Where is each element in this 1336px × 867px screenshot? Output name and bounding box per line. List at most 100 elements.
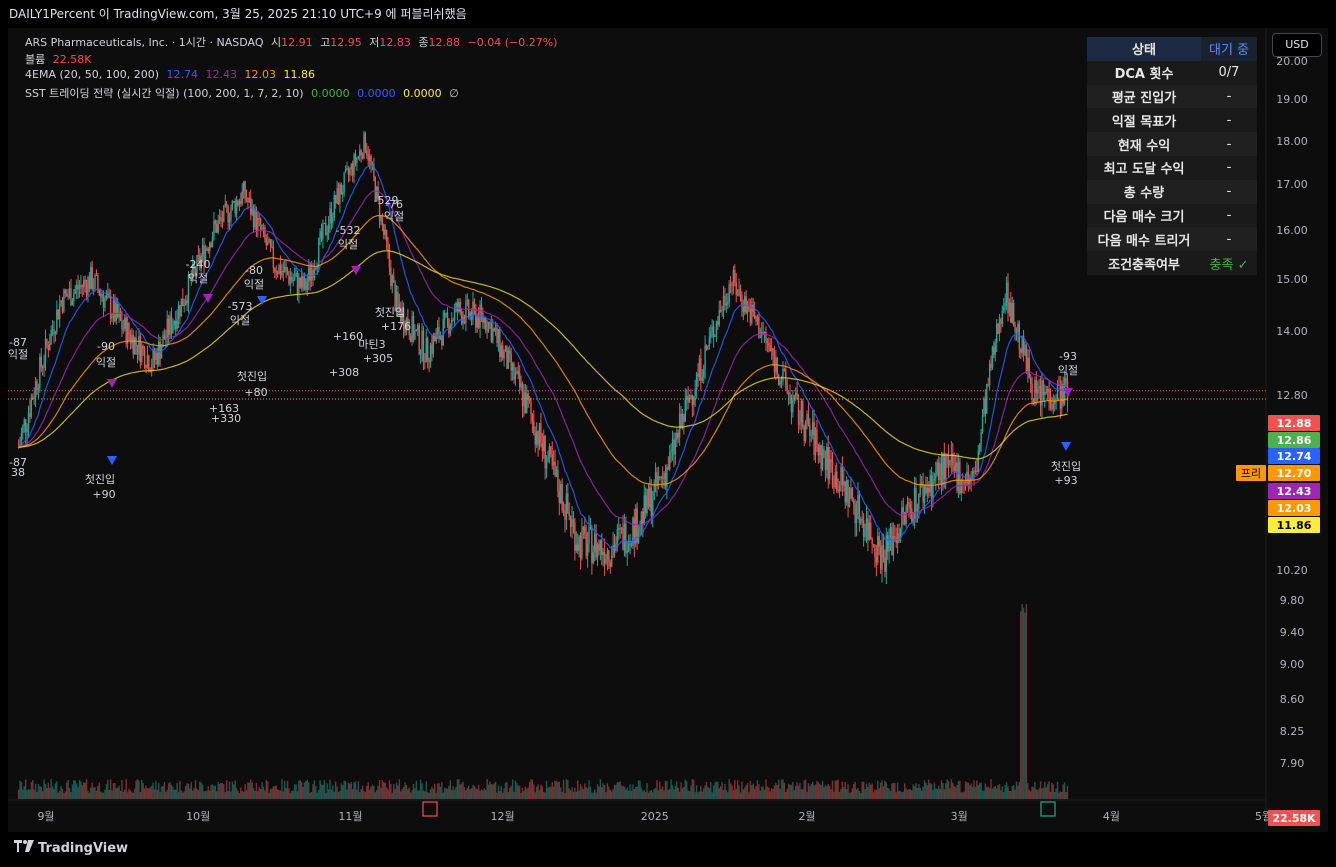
candle-body <box>513 363 515 380</box>
candle-body <box>666 466 668 487</box>
chart-area[interactable]: 20.00 19.00 18.00 17.00 16.00 15.00 14.00 12.80… <box>8 28 1328 832</box>
volume-bar <box>395 782 398 799</box>
volume-bar <box>424 791 426 799</box>
volume-bar <box>681 788 684 799</box>
candle-body <box>527 393 529 400</box>
candle-body <box>605 558 607 564</box>
candle-body <box>404 329 406 333</box>
candle-body <box>1041 380 1043 406</box>
candle-body <box>370 156 372 165</box>
volume-bar <box>780 779 783 799</box>
candle-body <box>874 545 876 557</box>
volume-bar <box>796 782 798 799</box>
volume-bar <box>790 784 793 799</box>
candle-body <box>1042 380 1045 395</box>
candle-body <box>182 298 184 307</box>
candle-body <box>540 423 542 443</box>
candle-body <box>967 471 970 486</box>
candle-body <box>276 272 279 275</box>
candle-body <box>279 264 282 276</box>
candle-body <box>22 425 24 434</box>
volume-bar <box>561 792 563 799</box>
candle-body <box>402 308 405 330</box>
legend-sst-value-2: 0.0000 <box>357 87 396 100</box>
candle-body <box>439 335 442 339</box>
volume-bar <box>901 792 903 799</box>
volume-bar <box>366 785 368 799</box>
candle-body <box>121 320 123 330</box>
y-tick-label: 8.60 <box>1280 693 1305 706</box>
volume-bar <box>476 789 478 799</box>
candle-body <box>639 525 641 535</box>
volume-bar <box>928 779 930 799</box>
candle-body <box>298 277 300 294</box>
volume-bar <box>483 788 485 799</box>
legend-change: −0.04 (−0.27%) <box>467 36 558 49</box>
candle-body <box>36 381 38 391</box>
candle-body <box>492 328 494 342</box>
candle-body <box>108 292 110 298</box>
candle-body <box>884 557 886 572</box>
volume-bar <box>1055 788 1057 799</box>
volume-bar <box>657 790 660 799</box>
tradingview-logo[interactable]: TradingView <box>14 840 128 856</box>
volume-bar <box>954 787 957 799</box>
volume-bar <box>329 779 331 799</box>
price-label-tag: 프리 <box>1241 467 1261 480</box>
currency-button[interactable]: USD <box>1272 33 1322 57</box>
volume-bar <box>983 790 985 799</box>
candle-body <box>541 442 544 452</box>
candle-body <box>235 200 238 214</box>
volume-bar <box>85 779 88 799</box>
legend-volume: 볼륨 22.58K <box>25 51 95 67</box>
candle-body <box>258 217 260 220</box>
candle-body <box>285 267 287 269</box>
volume-bar <box>1044 781 1046 799</box>
price-chart[interactable]: 20.0019.0018.0017.0016.0015.0014.0012.80… <box>8 28 1328 832</box>
candle-body <box>329 208 331 225</box>
candle-body <box>759 336 762 338</box>
volume-bar <box>953 785 955 799</box>
volume-bar <box>819 783 821 799</box>
status-header-value: 대기 중 <box>1201 37 1257 61</box>
volume-bar <box>509 787 511 799</box>
volume-bar <box>104 789 106 799</box>
candle-body <box>609 562 611 567</box>
candle-body <box>262 226 265 230</box>
volume-bar <box>957 781 960 799</box>
candle-body <box>973 470 975 473</box>
candle-body <box>436 327 439 333</box>
volume-bar <box>912 784 914 799</box>
volume-bar <box>315 785 317 799</box>
status-row-key: 익절 목표가 <box>1111 114 1177 130</box>
volume-bar <box>319 780 321 799</box>
volume-bar <box>367 782 369 799</box>
volume-bar <box>705 781 708 799</box>
candle-body <box>334 195 337 204</box>
volume-bar <box>649 790 651 799</box>
volume-bar <box>918 783 920 799</box>
volume-bar <box>623 786 626 799</box>
candle-body <box>408 328 410 336</box>
volume-bar <box>302 787 304 799</box>
volume-bar <box>261 782 263 799</box>
candle-body <box>939 463 941 481</box>
volume-bar <box>548 787 551 799</box>
volume-bar <box>422 790 425 799</box>
candle-body <box>155 352 157 360</box>
status-table-row: DCA 횟수 0/7 <box>1087 60 1257 85</box>
volume-bar <box>398 779 401 799</box>
candle-body <box>681 414 684 428</box>
volume-bar <box>499 790 501 799</box>
volume-bar <box>807 783 810 799</box>
candle-body <box>153 350 156 360</box>
candle-body <box>57 309 59 319</box>
volume-bar <box>216 791 218 799</box>
candle-body <box>867 518 869 540</box>
candle-body <box>833 486 835 488</box>
candle-body <box>322 223 324 240</box>
volume-bar <box>867 787 869 799</box>
volume-bar <box>75 783 78 799</box>
candle-body <box>616 529 619 544</box>
volume-bar <box>90 787 92 799</box>
